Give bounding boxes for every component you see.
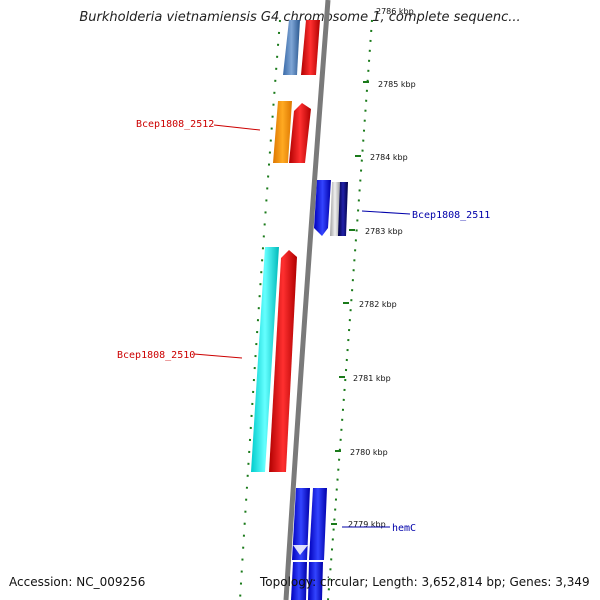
gene-label-hemc: hemC (392, 523, 416, 534)
gene-label-bcep1808-2510: Bcep1808_2510 (117, 350, 195, 361)
scale-ticks (331, 81, 369, 525)
cds-blue-arrow (314, 180, 331, 236)
cds-bcep1808-2510-cyan (251, 247, 279, 472)
tick-2783: 2783 kbp (365, 227, 403, 236)
tick-2785: 2785 kbp (378, 80, 416, 89)
cds-hemc (293, 488, 327, 600)
accession-label: Accession: NC_009256 (9, 575, 146, 589)
cds-red-3 (269, 250, 297, 472)
tick-2780: 2780 kbp (350, 448, 388, 457)
tick-2781: 2781 kbp (353, 374, 391, 383)
leader-bcep1808-2511 (361, 210, 411, 215)
leader-bcep1808-2510 (193, 353, 243, 359)
cds-bottom-blue-right (308, 562, 323, 600)
gene-labels: Bcep1808_2512 Bcep1808_2511 Bcep1808_251… (117, 119, 490, 534)
tick-2779: 2779 kbp (348, 520, 386, 529)
topology-label: Topology: circular; Length: 3,652,814 bp… (260, 575, 590, 589)
gene-label-bcep1808-2512: Bcep1808_2512 (136, 119, 214, 130)
cds-track-forward (269, 20, 320, 472)
outer-dot-track (327, 19, 373, 600)
gene-label-bcep1808-2511: Bcep1808_2511 (412, 210, 490, 221)
cds-bcep1808-2511 (314, 180, 348, 236)
scale-tick-labels: 2786 kbp 2785 kbp 2784 kbp 2783 kbp 2782… (348, 7, 416, 529)
map-title: Burkholderia vietnamiensis G4 chromosome… (79, 10, 521, 25)
cds-red-2 (289, 103, 311, 163)
cds-hemc-blue-right (309, 488, 327, 560)
cds-hemc-blue-left (292, 488, 310, 560)
cds-navy (338, 182, 348, 236)
cds-track-reverse (251, 20, 310, 600)
cds-top-red (301, 20, 320, 75)
tick-2786: 2786 kbp (376, 7, 414, 16)
cds-bottom-blue-left (291, 562, 307, 600)
cds-bcep1808-2512-orange (273, 101, 292, 163)
cds-gray (330, 182, 340, 236)
cds-hemc-arrow-head (293, 545, 308, 555)
chromosome-backbone (283, 0, 331, 600)
leader-bcep1808-2512 (213, 124, 261, 131)
tick-2784: 2784 kbp (370, 153, 408, 162)
tick-2782: 2782 kbp (359, 300, 397, 309)
label-leader-lines (193, 124, 411, 528)
cds-top-steelblue (283, 20, 300, 75)
